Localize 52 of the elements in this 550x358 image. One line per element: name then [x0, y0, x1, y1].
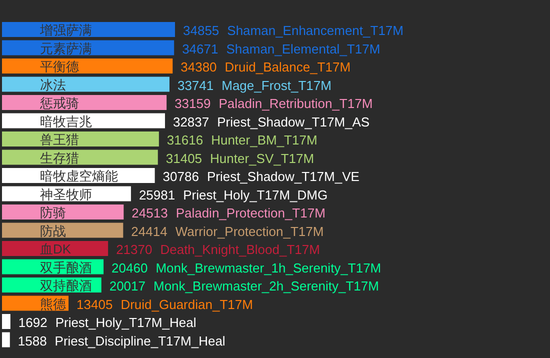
annotation: Priest_Holy_T17M_Heal [55, 315, 196, 330]
y-tick-label: 双手酿酒 [40, 260, 92, 275]
y-tick-label: 增强萨满 [39, 22, 92, 38]
data-label: 31405 [166, 150, 202, 166]
data-label: 31616 [166, 132, 204, 148]
data-label: 30786 [162, 169, 199, 184]
data-label: 25981 [138, 187, 176, 202]
y-tick-label: 暗牧虚空熵能 [40, 168, 118, 184]
text: Priest_Shadow_T17M_AS [217, 114, 370, 130]
y-tick-label: 暗牧吉兆 [40, 114, 92, 129]
data-label: 32837 [172, 114, 210, 130]
y-tick-label: 平衡德 [40, 59, 79, 74]
y-tick-label: 兽王猎 [40, 132, 79, 147]
y-tick-label: 熊德 [40, 296, 66, 312]
y-tick-label: 防骑 [40, 205, 66, 220]
text: Shaman_Elemental_T17M [226, 41, 380, 56]
text: Mage_Frost_T17M [222, 78, 332, 93]
data-label: 34671 [182, 41, 218, 56]
data-label: 13405 [76, 296, 113, 312]
annotation: Priest_Discipline_T17M_Heal [54, 333, 226, 348]
data-label: 20460 [112, 260, 148, 276]
y-tick-label: 冰法 [40, 77, 66, 92]
data-label: 21370 [116, 242, 152, 257]
data-label: 1588 [18, 333, 47, 348]
data-label: 33159 [174, 96, 211, 111]
y-tick-label: 元素萨满 [40, 40, 92, 56]
data-label: 1692 [18, 315, 48, 330]
data-label: 24414 [131, 224, 168, 239]
data-label: 34380 [180, 60, 217, 74]
data-label: 24513 [132, 206, 168, 220]
annotation: Druid_Guardian_T17M [120, 296, 253, 312]
annotation: Monk_Brewmaster_1h_Serenity_T17M [156, 260, 382, 276]
data-label: 33741 [177, 78, 214, 93]
y-tick-label: 血DK [40, 242, 72, 256]
y-tick-label: 双持酿酒 [40, 278, 92, 293]
data-label: 34855 [183, 23, 220, 38]
y-tick-label: 神圣牧师 [40, 186, 92, 202]
text: Warrior_Protection_T17M [175, 224, 324, 239]
annotation: Monk_Brewmaster_2h_Serenity_T17M [154, 278, 379, 294]
annotation: Death_Knight_Blood_T17M [160, 242, 320, 257]
text: Druid_Balance_T17M [224, 60, 351, 74]
text: Shaman_Enhancement_T17M [227, 23, 404, 38]
text: Hunter_BM_T17M [211, 132, 318, 148]
y-tick-label: 惩戒骑 [39, 96, 79, 110]
text: Priest_Shadow_T17M_VE [206, 169, 360, 184]
text: Hunter_SV_T17M [210, 150, 314, 166]
text: Priest_Holy_T17M_DMG [183, 187, 328, 202]
y-tick-label: 生存猎 [40, 150, 79, 166]
data-label: 20017 [109, 278, 146, 294]
text: Paladin_Protection_T17M [176, 206, 326, 220]
y-tick-label: 防战 [40, 223, 66, 238]
text: Paladin_Retribution_T17M [218, 96, 373, 111]
